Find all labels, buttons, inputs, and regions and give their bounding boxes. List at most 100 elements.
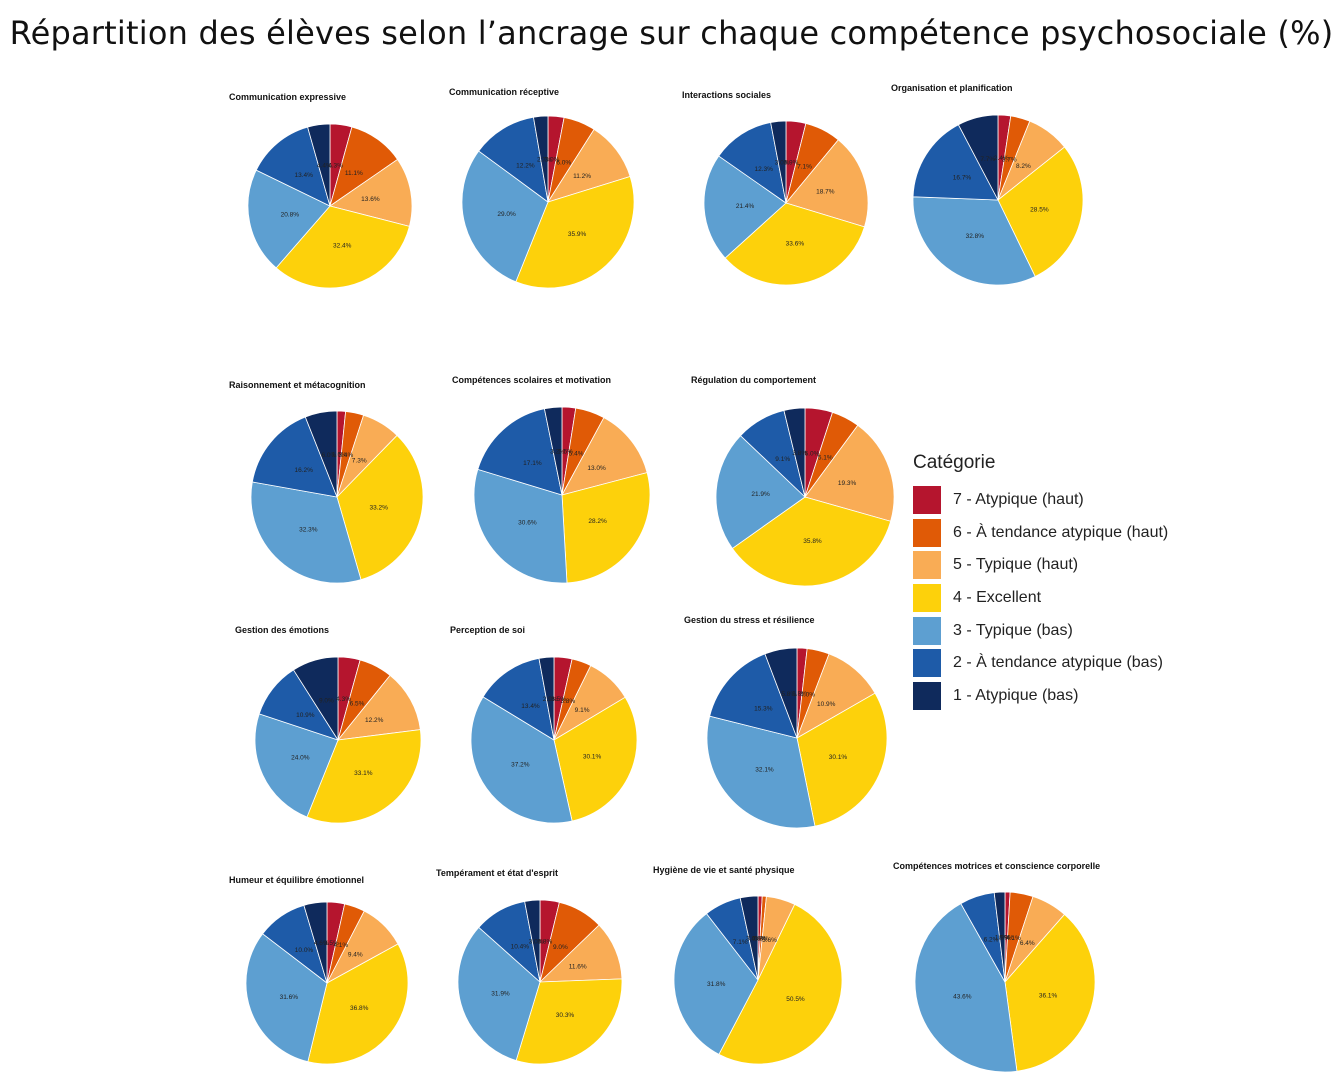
- slice-label: 10.9%: [296, 712, 315, 719]
- pie-slice: [543, 406, 563, 496]
- slice-label: 20.8%: [281, 212, 300, 219]
- slice-label: 21.9%: [751, 491, 770, 498]
- slice-label: 4.3%: [336, 696, 351, 703]
- legend-swatch: [913, 681, 941, 710]
- slice-label: 28.2%: [588, 518, 607, 525]
- pie-slice: [703, 155, 787, 259]
- pie-slice: [250, 481, 362, 584]
- slice-label: 30.3%: [556, 1012, 575, 1019]
- pie-chart: Raisonnement et métacognition 1.6%3.4%7.3…: [229, 380, 424, 584]
- slice-label: 32.1%: [755, 766, 774, 773]
- slice-label: 4.1%: [1006, 935, 1021, 942]
- slice-label: 18.7%: [816, 189, 835, 196]
- pie-slice: [993, 891, 1006, 983]
- slice-label: 3.2%: [550, 449, 565, 456]
- pie-slice: [329, 158, 413, 227]
- slice-label: 5.6%: [762, 937, 777, 944]
- pie-title: Tempérament et état d'esprit: [436, 868, 558, 878]
- legend-item: 5 - Typique (haut): [913, 549, 1213, 582]
- pie-slice: [783, 407, 806, 498]
- pie-slice: [770, 120, 787, 204]
- pie-chart: Interactions sociales 3.9%7.1% 18.7% 33.6% 2…: [682, 90, 869, 286]
- pie-slice: [336, 434, 424, 581]
- slice-label: 1.9%: [995, 934, 1010, 941]
- legend-item: 7 - Atypique (haut): [913, 484, 1213, 517]
- pie-slice: [724, 202, 865, 286]
- slice-label: 36.8%: [350, 1005, 369, 1012]
- pie-slice: [561, 417, 648, 496]
- pie-slice: [245, 933, 328, 1063]
- slice-label: 33.6%: [786, 240, 805, 247]
- pie-slice: [553, 696, 638, 822]
- pie-slice: [515, 175, 635, 289]
- slice-label: 13.0%: [587, 465, 606, 472]
- slice-label: 5.4%: [569, 451, 584, 458]
- slice-label: 16.2%: [294, 467, 313, 474]
- slice-label: 15.3%: [754, 705, 773, 712]
- slice-label: 4.6%: [314, 940, 329, 947]
- slice-label: 10.9%: [817, 701, 836, 708]
- pie-slice: [538, 656, 555, 741]
- slice-label: 35.9%: [568, 231, 587, 238]
- slice-label: 12.2%: [365, 717, 384, 724]
- slice-label: 9.0%: [553, 944, 568, 951]
- slice-label: 31.6%: [280, 994, 299, 1001]
- legend-label: 4 - Excellent: [953, 589, 1042, 607]
- slice-label: 17.1%: [523, 460, 542, 467]
- slice-label: 3.5%: [324, 940, 339, 947]
- slice-label: 3.0%: [545, 157, 560, 164]
- legend-item: 3 - Typique (bas): [913, 614, 1213, 647]
- slice-label: 11.2%: [573, 173, 591, 180]
- pie-slice: [457, 926, 541, 1061]
- pie-slice: [731, 496, 892, 587]
- slice-label: 2.5%: [558, 448, 573, 455]
- pie-slice: [804, 424, 895, 522]
- slice-label: 0.8%: [754, 935, 769, 942]
- slice-label: 30.6%: [518, 520, 537, 527]
- pie-title: Communication réceptive: [449, 87, 559, 97]
- pie-slice: [461, 150, 549, 283]
- slice-label: 10.4%: [511, 944, 530, 951]
- slice-label: 36.1%: [1039, 992, 1058, 999]
- pie-chart: Gestion du stress et résilience1.8%4.0%1…: [684, 615, 888, 829]
- legend-swatch: [913, 551, 941, 580]
- pie-slice: [785, 139, 869, 228]
- pie-slice: [251, 416, 338, 498]
- slice-label: 6.5%: [350, 700, 365, 707]
- pie-slice: [477, 408, 563, 496]
- pie-chart: Humeur et équilibre émotionnel 3.5%4.1%9.…: [229, 875, 409, 1065]
- legend-item: 4 - Excellent: [913, 582, 1213, 615]
- pie-slice: [957, 114, 999, 201]
- slice-label: 6.2%: [984, 937, 999, 944]
- pie-slice: [255, 126, 331, 207]
- slice-label: 9.0%: [319, 697, 334, 704]
- pie-slice: [561, 472, 651, 584]
- legend-swatch: [913, 649, 941, 678]
- legend-label: 3 - Typique (bas): [953, 621, 1073, 639]
- pie-slice: [912, 196, 1036, 286]
- pie-title: Perception de soi: [450, 625, 525, 635]
- pie-slice: [764, 647, 798, 739]
- legend-item: 1 - Atypique (bas): [913, 680, 1213, 713]
- pie-title: Humeur et équilibre émotionnel: [229, 875, 364, 885]
- legend-swatch: [913, 584, 941, 613]
- slice-label: 1.8%: [792, 690, 807, 697]
- slice-label: 5.1%: [818, 455, 833, 462]
- pie-slice: [307, 123, 331, 207]
- slice-label: 7.1%: [797, 164, 812, 171]
- pie-title: Gestion des émotions: [235, 625, 329, 635]
- slice-label: 3.9%: [784, 160, 799, 167]
- slice-label: 2.7%: [537, 157, 552, 164]
- slice-label: 7.1%: [733, 939, 748, 946]
- slice-label: 10.0%: [295, 947, 314, 954]
- slice-label: 9.4%: [348, 951, 363, 958]
- slice-label: 21.4%: [736, 203, 755, 210]
- slice-label: 6.0%: [556, 159, 571, 166]
- pie-slice: [914, 903, 1018, 1073]
- pie-slice: [478, 116, 549, 203]
- pie-chart: Compétences scolaires et motivation 2.5%5…: [452, 375, 651, 584]
- slice-label: 4.0%: [800, 692, 815, 699]
- pie-chart: Régulation du comportement 5.0%5.1% 19.3% 3…: [691, 375, 895, 587]
- pie-slice: [247, 169, 331, 269]
